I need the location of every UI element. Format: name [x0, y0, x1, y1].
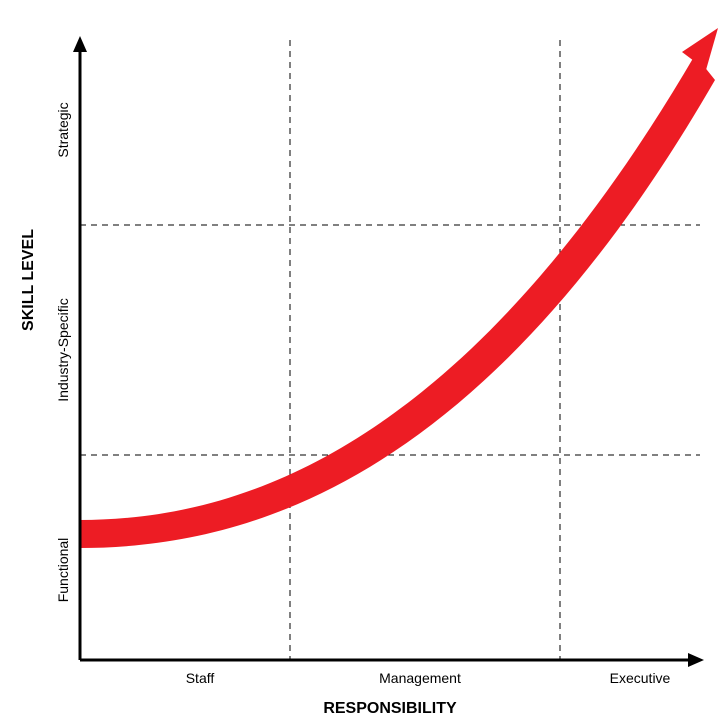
- x-axis-title: RESPONSIBILITY: [80, 700, 700, 718]
- y-axis-title: SKILL LEVEL: [20, 20, 38, 540]
- x-tick-label: Executive: [540, 670, 728, 686]
- chart-container: RESPONSIBILITY SKILL LEVEL Staff Manageme…: [0, 0, 728, 728]
- curve-band: [80, 28, 718, 548]
- y-tick-label: Industry-Specific: [55, 250, 71, 450]
- y-tick-label: Strategic: [55, 30, 71, 230]
- x-tick-label: Management: [320, 670, 520, 686]
- chart-svg: [0, 0, 728, 728]
- grid-lines: [80, 40, 700, 660]
- x-tick-label: Staff: [100, 670, 300, 686]
- axes: [73, 36, 704, 667]
- y-tick-label: Functional: [55, 470, 71, 670]
